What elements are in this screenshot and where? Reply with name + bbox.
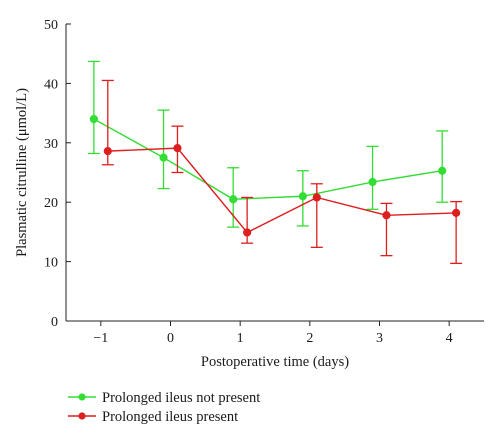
legend-label: Prolonged ileus not present (102, 390, 260, 406)
y-axis-title: Plasmatic citrulline (μmol/L) (14, 88, 30, 257)
data-point (243, 228, 252, 237)
series-line (93, 118, 443, 200)
series-1 (87, 60, 449, 228)
legend-swatch-marker (78, 393, 86, 401)
x-tick-label: 2 (306, 331, 313, 346)
legend-swatch-marker (78, 412, 86, 420)
series-line (107, 147, 457, 234)
series-layer (87, 60, 463, 265)
x-tick-label: −1 (93, 331, 108, 346)
legend: Prolonged ileus not present Prolonged ile… (68, 390, 260, 425)
y-tick-label: 30 (44, 137, 58, 152)
data-point (368, 177, 377, 187)
series-2 (101, 79, 463, 265)
legend-item-1: Prolonged ileus not present (68, 390, 260, 406)
data-point (103, 147, 112, 156)
data-point (298, 192, 307, 201)
x-axis-ticks: −1 0 1 2 3 4 (93, 321, 453, 346)
y-axis-ticks: 0 10 20 30 40 50 (44, 18, 71, 330)
y-tick-label: 40 (44, 77, 58, 92)
data-point (382, 211, 391, 220)
legend-label: Prolonged ileus present (102, 409, 238, 425)
data-point (229, 195, 238, 204)
y-tick-label: 20 (44, 196, 58, 211)
x-tick-label: 1 (237, 331, 244, 346)
y-tick-label: 50 (44, 18, 58, 33)
data-point (89, 114, 98, 124)
y-tick-label: 0 (51, 315, 58, 330)
data-point (438, 166, 447, 175)
data-point (452, 208, 461, 217)
x-tick-label: 0 (167, 331, 174, 346)
y-tick-label: 10 (44, 256, 58, 271)
x-tick-label: 3 (376, 331, 383, 346)
x-tick-label: 4 (446, 331, 453, 346)
data-point (312, 193, 321, 202)
plot-frame (65, 24, 484, 322)
data-point (173, 144, 182, 153)
legend-item-2: Prolonged ileus present (68, 409, 238, 425)
data-point (159, 153, 168, 162)
x-axis-title: Postoperative time (days) (201, 354, 349, 370)
